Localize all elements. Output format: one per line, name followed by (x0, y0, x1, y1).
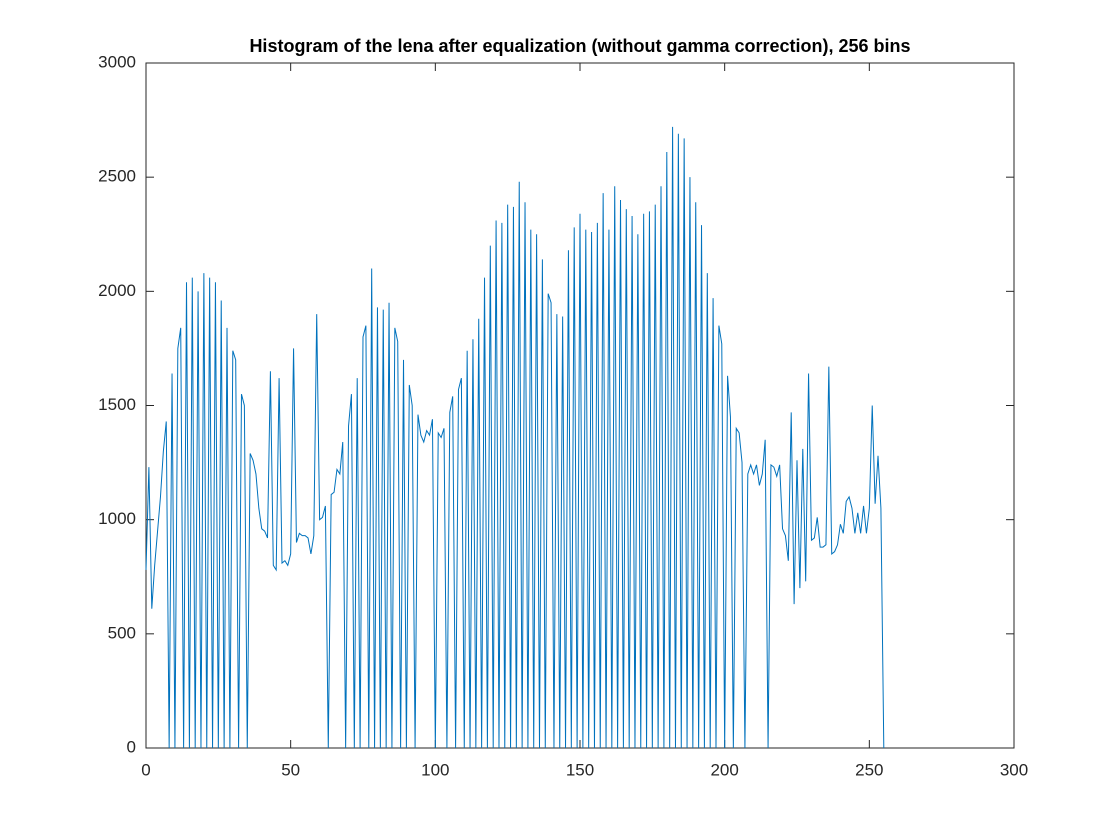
x-tick-label: 200 (710, 760, 738, 779)
y-tick-label: 2000 (98, 281, 136, 300)
x-tick-label: 0 (141, 760, 150, 779)
x-tick-label: 300 (1000, 760, 1028, 779)
data-line (145, 126, 885, 749)
x-tick-label: 150 (566, 760, 594, 779)
chart-title: Histogram of the lena after equalization… (249, 36, 910, 56)
y-tick-label: 2500 (98, 167, 136, 186)
y-tick-label: 500 (108, 623, 136, 642)
x-tick-label: 50 (281, 760, 300, 779)
x-tick-label: 100 (421, 760, 449, 779)
y-tick-label: 0 (127, 737, 136, 756)
x-tick-label: 250 (855, 760, 883, 779)
y-tick-label: 3000 (98, 52, 136, 71)
y-tick-label: 1500 (98, 395, 136, 414)
y-tick-label: 1000 (98, 509, 136, 528)
